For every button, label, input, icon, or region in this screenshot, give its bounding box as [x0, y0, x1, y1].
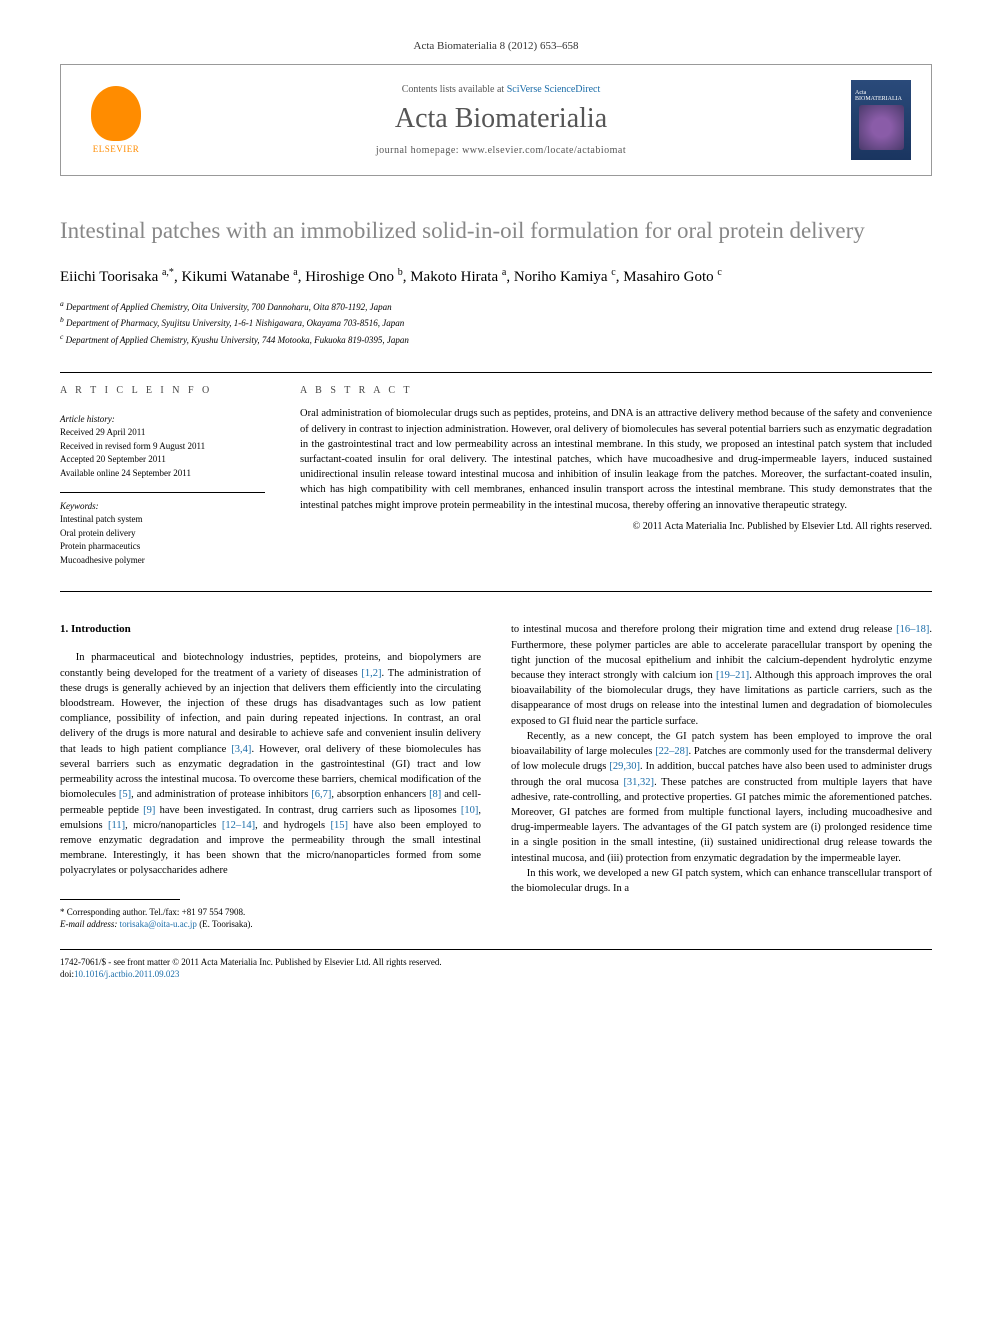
citation-link[interactable]: [10] — [461, 805, 479, 816]
contents-available-line: Contents lists available at SciVerse Sci… — [151, 84, 851, 95]
keyword-line: Intestinal patch system — [60, 513, 265, 527]
elsevier-logo[interactable]: ELSEVIER — [81, 80, 151, 160]
journal-name: Acta Biomaterialia — [151, 103, 851, 135]
corresponding-label: * Corresponding author. Tel./fax: +81 97… — [60, 906, 481, 919]
history-line: Received 29 April 2011 — [60, 426, 265, 440]
section-heading-introduction: 1. Introduction — [60, 622, 481, 638]
citation-link[interactable]: [15] — [330, 820, 348, 831]
citation-link[interactable]: [1,2] — [361, 668, 381, 679]
elsevier-tree-icon — [91, 86, 141, 141]
affiliation-line: a Department of Applied Chemistry, Oita … — [60, 298, 932, 315]
author-affil-marker: b — [398, 267, 403, 278]
body-paragraph: Recently, as a new concept, the GI patch… — [511, 729, 932, 866]
journal-cover-thumbnail[interactable]: Acta BIOMATERIALIA — [851, 80, 911, 160]
citation-link[interactable]: [31,32] — [623, 777, 654, 788]
history-line: Received in revised form 9 August 2011 — [60, 440, 265, 454]
keyword-line: Protein pharmaceutics — [60, 540, 265, 554]
body-column-right: to intestinal mucosa and therefore prolo… — [511, 622, 932, 930]
info-abstract-block: A R T I C L E I N F O Article history: R… — [60, 372, 932, 592]
author-affil-marker: c — [611, 267, 615, 278]
affiliation-line: b Department of Pharmacy, Syujitsu Unive… — [60, 314, 932, 331]
abstract-text: Oral administration of biomolecular drug… — [300, 406, 932, 513]
history-label: Article history: — [60, 414, 265, 424]
article-info: A R T I C L E I N F O Article history: R… — [60, 373, 280, 591]
keyword-line: Oral protein delivery — [60, 527, 265, 541]
keywords-label: Keywords: — [60, 501, 265, 511]
body-column-left: 1. Introduction In pharmaceutical and bi… — [60, 622, 481, 930]
footnote-divider — [60, 899, 180, 900]
body-paragraph: In pharmaceutical and biotechnology indu… — [60, 650, 481, 878]
abstract: A B S T R A C T Oral administration of b… — [280, 373, 932, 591]
doi-line: doi:10.1016/j.actbio.2011.09.023 — [60, 968, 932, 981]
article-title: Intestinal patches with an immobilized s… — [60, 216, 932, 246]
citation-link[interactable]: [22–28] — [655, 746, 688, 757]
author-affil-marker: a,* — [162, 267, 174, 278]
abstract-copyright: © 2011 Acta Materialia Inc. Published by… — [300, 521, 932, 532]
citation-link[interactable]: [29,30] — [609, 761, 640, 772]
citation-link[interactable]: [9] — [143, 805, 155, 816]
contents-prefix: Contents lists available at — [402, 84, 507, 95]
author-affil-marker: a — [502, 267, 506, 278]
citation-link[interactable]: [5] — [119, 789, 131, 800]
keywords-section: Keywords: Intestinal patch systemOral pr… — [60, 492, 265, 567]
header-center: Contents lists available at SciVerse Sci… — [151, 84, 851, 156]
article-history-section: Article history: Received 29 April 2011R… — [60, 406, 265, 480]
corresponding-email-link[interactable]: torisaka@oita-u.ac.jp — [120, 919, 197, 929]
body-paragraph: to intestinal mucosa and therefore prolo… — [511, 622, 932, 729]
homepage-prefix: journal homepage: — [376, 145, 462, 156]
citation-link[interactable]: [12–14] — [222, 820, 255, 831]
homepage-url[interactable]: www.elsevier.com/locate/actabiomat — [462, 145, 626, 156]
email-label: E-mail address: — [60, 919, 120, 929]
doi-prefix: doi: — [60, 969, 74, 979]
front-matter-line: 1742-7061/$ - see front matter © 2011 Ac… — [60, 956, 932, 969]
history-line: Accepted 20 September 2011 — [60, 453, 265, 467]
corresponding-email-line: E-mail address: torisaka@oita-u.ac.jp (E… — [60, 918, 481, 931]
history-line: Available online 24 September 2011 — [60, 467, 265, 481]
author-affil-marker: a — [293, 267, 297, 278]
journal-homepage-line: journal homepage: www.elsevier.com/locat… — [151, 145, 851, 156]
author-affil-marker: c — [717, 267, 721, 278]
body-paragraph: In this work, we developed a new GI patc… — [511, 866, 932, 896]
doi-link[interactable]: 10.1016/j.actbio.2011.09.023 — [74, 969, 179, 979]
citation-link[interactable]: [16–18] — [896, 624, 929, 635]
citation-link[interactable]: [6,7] — [311, 789, 331, 800]
cover-thumb-title: Acta BIOMATERIALIA — [855, 90, 907, 102]
elsevier-label: ELSEVIER — [93, 144, 140, 154]
citation-link[interactable]: [8] — [429, 789, 441, 800]
body-columns: 1. Introduction In pharmaceutical and bi… — [60, 622, 932, 930]
keyword-line: Mucoadhesive polymer — [60, 554, 265, 568]
email-suffix: (E. Toorisaka). — [197, 919, 253, 929]
sciencedirect-link[interactable]: SciVerse ScienceDirect — [507, 84, 601, 95]
corresponding-author-note: * Corresponding author. Tel./fax: +81 97… — [60, 906, 481, 931]
citation-link[interactable]: [3,4] — [231, 744, 251, 755]
article-info-heading: A R T I C L E I N F O — [60, 385, 265, 396]
citation-link[interactable]: [19–21] — [716, 670, 749, 681]
affiliation-line: c Department of Applied Chemistry, Kyush… — [60, 331, 932, 348]
journal-reference: Acta Biomaterialia 8 (2012) 653–658 — [60, 40, 932, 52]
citation-link[interactable]: [11] — [108, 820, 125, 831]
cover-thumb-image — [859, 105, 904, 150]
journal-header: ELSEVIER Contents lists available at Sci… — [60, 64, 932, 176]
footer-copyright: 1742-7061/$ - see front matter © 2011 Ac… — [60, 949, 932, 981]
abstract-heading: A B S T R A C T — [300, 385, 932, 396]
affiliations: a Department of Applied Chemistry, Oita … — [60, 298, 932, 348]
authors-list: Eiichi Toorisaka a,*, Kikumi Watanabe a,… — [60, 266, 932, 288]
